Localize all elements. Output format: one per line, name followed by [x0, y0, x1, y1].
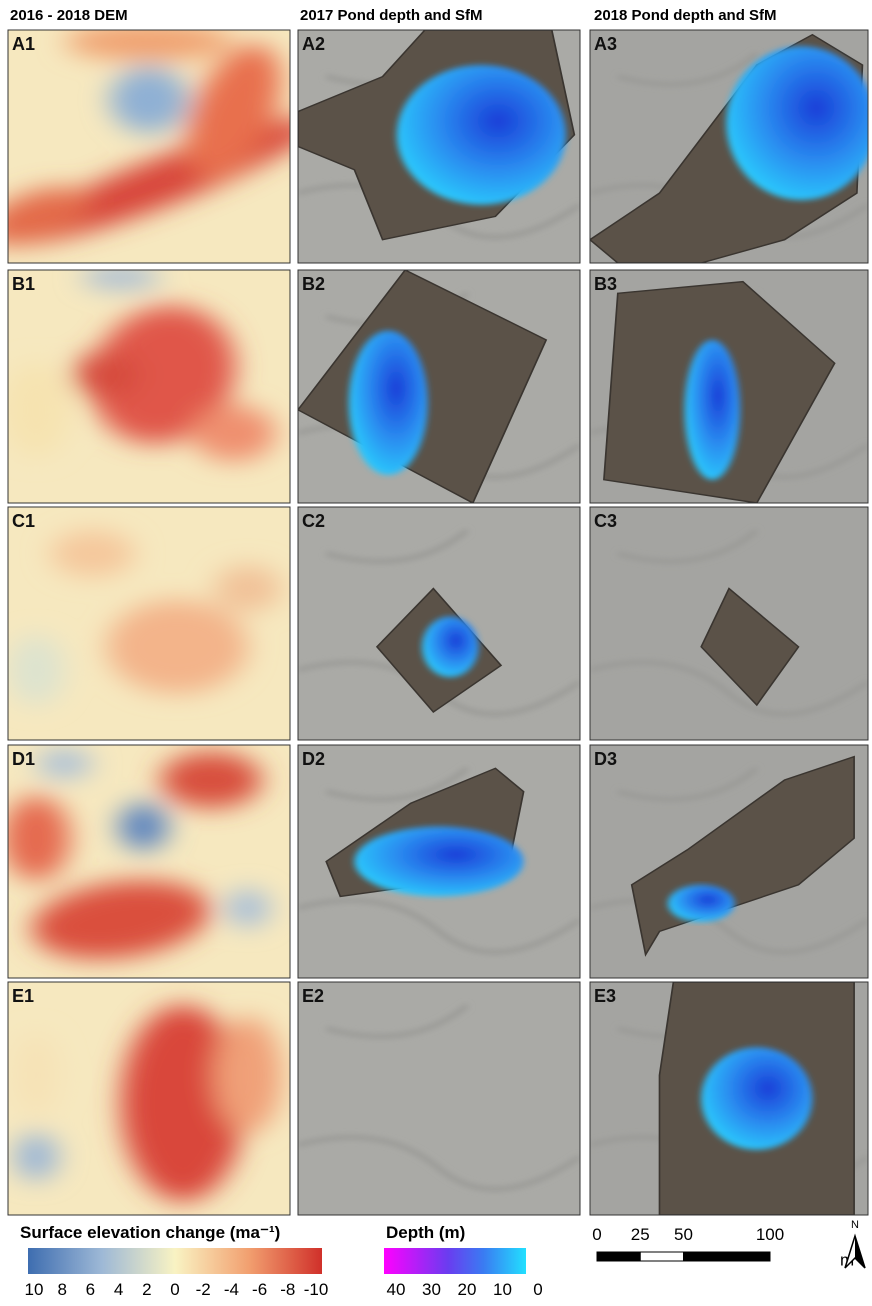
heatmap-blob [107, 600, 248, 693]
heatmap-blob [81, 265, 160, 288]
heatmap-blob [225, 889, 270, 926]
heatmap-blob [191, 405, 276, 461]
map-panel [8, 507, 290, 740]
heatmap-blob [118, 803, 169, 850]
heatmap-blob [110, 67, 189, 132]
map-panel [590, 270, 868, 503]
legend-tick-label: 10 [25, 1280, 44, 1299]
panel-label: B3 [594, 274, 617, 294]
legend-tick-label: -2 [196, 1280, 211, 1299]
legend-tick-label: 10 [493, 1280, 512, 1299]
legend-tick-label: -6 [252, 1280, 267, 1299]
map-panel [298, 30, 580, 263]
panel-label: A1 [12, 34, 35, 54]
map-panel [298, 270, 580, 503]
column-header: 2017 Pond depth and SfM [300, 7, 483, 24]
heatmap-blob [14, 1133, 59, 1180]
map-panel [590, 30, 872, 263]
legend-title: Depth (m) [386, 1223, 465, 1242]
legend-tick-label: -4 [224, 1280, 239, 1299]
heatmap-blob [64, 23, 233, 60]
heatmap-blob [73, 352, 141, 399]
panel-label: E2 [302, 986, 324, 1006]
map-panel [590, 745, 868, 978]
panel-label: D3 [594, 749, 617, 769]
heatmap-blob [214, 1017, 282, 1133]
heatmap-blob [2, 796, 70, 880]
heatmap-blob [2, 363, 70, 456]
map-panel [2, 265, 290, 503]
panel-label: C1 [12, 511, 35, 531]
map-panel [298, 745, 580, 978]
panel-label: C3 [594, 511, 617, 531]
panel-grid: A1 A2 A3 B1 B2 B3 C1 C2 C3 D1 D2 D3 E1 E2 E3 [0, 23, 872, 1215]
panel-label: E1 [12, 986, 34, 1006]
legend-tick-label: 4 [114, 1280, 123, 1299]
scale-tick-label: 0 [592, 1225, 601, 1244]
legend-tick-label: 20 [458, 1280, 477, 1299]
panel-label: A3 [594, 34, 617, 54]
map-panel [590, 507, 868, 740]
scale-tick-label: 100 [756, 1225, 784, 1244]
map-panel [0, 23, 328, 263]
legend-tick-label: 40 [387, 1280, 406, 1299]
map-panel [590, 982, 868, 1215]
panel-label: C2 [302, 511, 325, 531]
scale-segment [640, 1252, 683, 1261]
heatmap-blob [50, 530, 135, 577]
pond-depth [354, 827, 523, 897]
scale-tick-label: 50 [674, 1225, 693, 1244]
legend-tick-label: -10 [304, 1280, 329, 1299]
panel-label: D1 [12, 749, 35, 769]
column-header: 2016 - 2018 DEM [10, 7, 128, 24]
legend-tick-label: 6 [86, 1280, 95, 1299]
legend-tick-label: 2 [142, 1280, 151, 1299]
heatmap-blob [36, 750, 92, 778]
legend-title: Surface elevation change (ma⁻¹) [20, 1223, 280, 1242]
pond-depth [668, 885, 735, 922]
legend-tick-label: 8 [57, 1280, 66, 1299]
map-panel [298, 507, 580, 740]
scale-segment [684, 1252, 771, 1261]
panel-label: A2 [302, 34, 325, 54]
column-header: 2018 Pond depth and SfM [594, 7, 777, 24]
figure: A1 A2 A3 B1 B2 B3 C1 C2 C3 D1 D2 D3 E1 E2 E3 2016 - 20… [0, 0, 872, 1301]
scale-segment [597, 1252, 640, 1261]
pond-depth [349, 331, 428, 475]
scale-tick-label: 25 [631, 1225, 650, 1244]
panel-label: B1 [12, 274, 35, 294]
legend-tick-label: -8 [280, 1280, 295, 1299]
heatmap-blob [160, 752, 262, 808]
map-panel [2, 745, 290, 978]
north-label: N [851, 1219, 859, 1231]
map-panel [8, 982, 290, 1215]
panel-label: E3 [594, 986, 616, 1006]
depth-colorbar [384, 1248, 526, 1274]
panel-label: D2 [302, 749, 325, 769]
pond-depth [422, 617, 478, 678]
panel-label: B2 [302, 274, 325, 294]
heatmap-blob [214, 565, 282, 612]
legend-tick-label: 30 [422, 1280, 441, 1299]
pond-depth [701, 1047, 812, 1150]
heatmap-blob [14, 1033, 59, 1117]
pond-depth [726, 46, 872, 200]
legend-tick-label: 0 [533, 1280, 542, 1299]
legend-tick-label: 0 [170, 1280, 179, 1299]
map-panel [298, 982, 580, 1215]
elevation-colorbar [28, 1248, 322, 1274]
heatmap-blob [8, 635, 64, 705]
pond-depth [685, 340, 741, 480]
pond-depth [397, 65, 566, 205]
